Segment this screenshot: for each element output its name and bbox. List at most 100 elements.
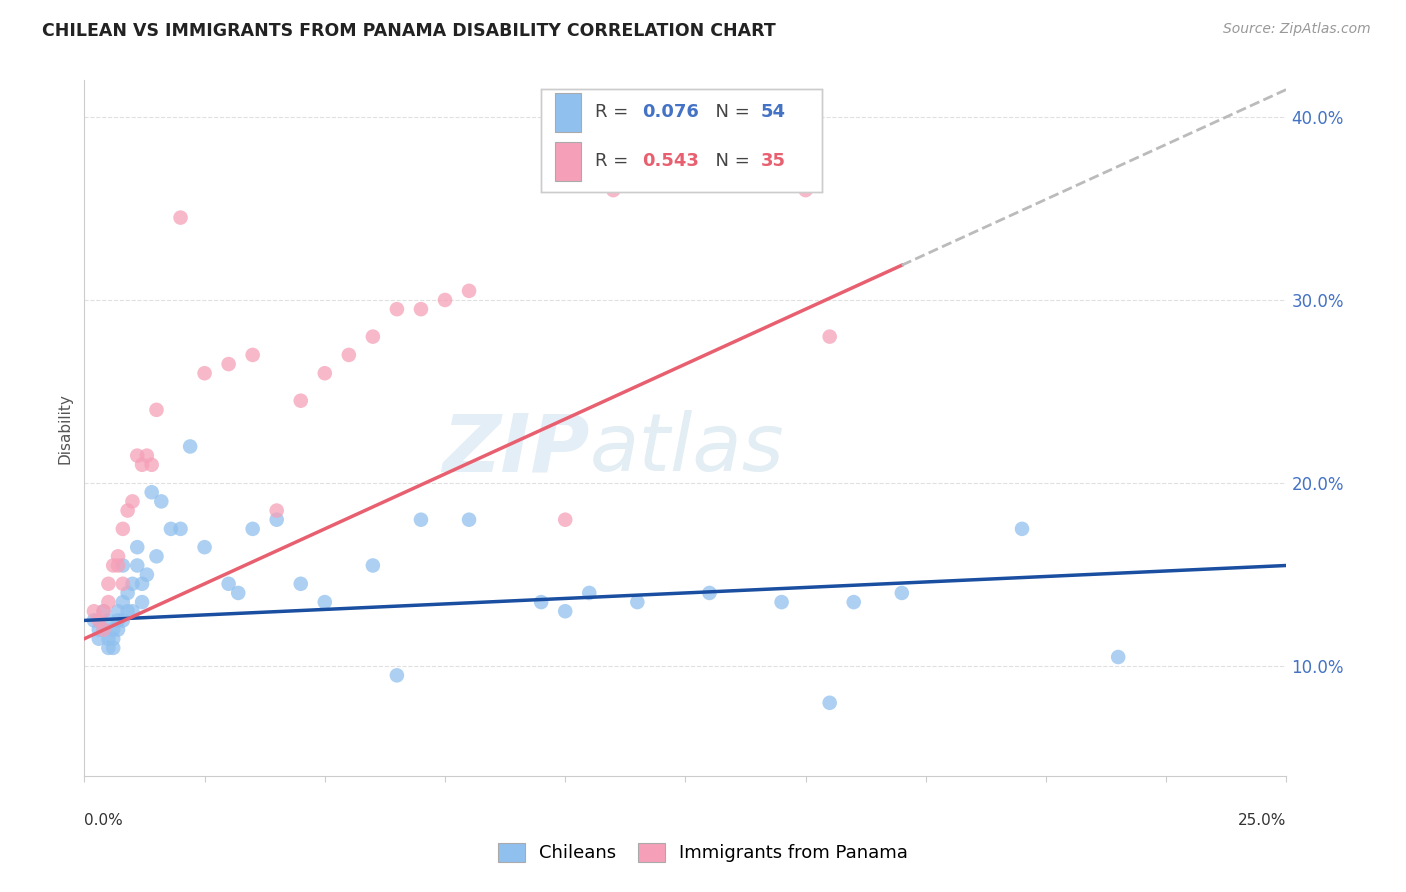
Point	[150, 494, 173, 508]
Text: R =: R =	[595, 103, 634, 121]
Point	[434, 293, 457, 307]
Point	[890, 586, 912, 600]
Point	[818, 329, 841, 343]
Point	[141, 458, 163, 472]
Point	[111, 614, 134, 628]
Point	[131, 595, 153, 609]
FancyBboxPatch shape	[555, 93, 581, 132]
Point	[409, 302, 432, 317]
Point	[554, 513, 576, 527]
Text: 35: 35	[761, 152, 786, 169]
Point	[117, 586, 139, 600]
Point	[194, 540, 217, 554]
Text: CHILEAN VS IMMIGRANTS FROM PANAMA DISABILITY CORRELATION CHART: CHILEAN VS IMMIGRANTS FROM PANAMA DISABI…	[42, 22, 776, 40]
Point	[266, 503, 288, 517]
Text: R =: R =	[595, 152, 634, 169]
Point	[141, 485, 163, 500]
Point	[409, 513, 432, 527]
Point	[131, 458, 153, 472]
Point	[135, 449, 157, 463]
Point	[131, 576, 153, 591]
Point	[361, 558, 384, 573]
Point	[97, 576, 120, 591]
Point	[93, 604, 115, 618]
Y-axis label: Disability: Disability	[58, 392, 73, 464]
Point	[93, 623, 115, 637]
Point	[87, 614, 110, 628]
Point	[169, 211, 191, 225]
Point	[160, 522, 183, 536]
Point	[314, 595, 336, 609]
Point	[107, 604, 129, 618]
Text: 0.543: 0.543	[643, 152, 699, 169]
Text: 25.0%: 25.0%	[1239, 814, 1286, 828]
Point	[179, 440, 201, 454]
Point	[83, 604, 105, 618]
Point	[385, 302, 408, 317]
Point	[121, 576, 143, 591]
Point	[97, 640, 120, 655]
Point	[103, 632, 125, 646]
Point	[103, 640, 125, 655]
Point	[93, 623, 115, 637]
Point	[226, 586, 249, 600]
Point	[135, 567, 157, 582]
Point	[121, 494, 143, 508]
Point	[107, 614, 129, 628]
Point	[842, 595, 865, 609]
Point	[290, 393, 312, 408]
Point	[87, 623, 110, 637]
Point	[103, 623, 125, 637]
Text: Source: ZipAtlas.com: Source: ZipAtlas.com	[1223, 22, 1371, 37]
Text: 0.0%: 0.0%	[84, 814, 124, 828]
Point	[111, 595, 134, 609]
Point	[626, 595, 648, 609]
Point	[699, 586, 721, 600]
Point	[218, 357, 240, 371]
Point	[107, 558, 129, 573]
Point	[794, 183, 817, 197]
Point	[218, 576, 240, 591]
Point	[385, 668, 408, 682]
Point	[87, 632, 110, 646]
Point	[97, 614, 120, 628]
Point	[169, 522, 191, 536]
Point	[117, 503, 139, 517]
Point	[1107, 650, 1129, 665]
Text: ZIP: ZIP	[441, 410, 589, 488]
Point	[458, 284, 481, 298]
Point	[194, 366, 217, 380]
Point	[111, 522, 134, 536]
Point	[97, 595, 120, 609]
Point	[1011, 522, 1033, 536]
Point	[242, 348, 264, 362]
Point	[103, 558, 125, 573]
FancyBboxPatch shape	[555, 143, 581, 181]
Point	[127, 449, 149, 463]
Text: N =: N =	[704, 103, 756, 121]
Point	[314, 366, 336, 380]
Point	[97, 632, 120, 646]
Point	[337, 348, 360, 362]
Point	[107, 549, 129, 564]
Point	[121, 604, 143, 618]
Point	[107, 623, 129, 637]
Point	[602, 183, 624, 197]
Point	[93, 604, 115, 618]
Point	[242, 522, 264, 536]
Point	[361, 329, 384, 343]
Point	[818, 696, 841, 710]
Point	[266, 513, 288, 527]
Text: N =: N =	[704, 152, 756, 169]
Text: atlas: atlas	[589, 410, 785, 488]
Point	[145, 402, 167, 417]
Point	[127, 540, 149, 554]
Point	[127, 558, 149, 573]
Text: 54: 54	[761, 103, 786, 121]
Point	[111, 576, 134, 591]
Point	[530, 595, 553, 609]
Point	[290, 576, 312, 591]
Text: 0.076: 0.076	[643, 103, 699, 121]
Point	[145, 549, 167, 564]
Legend: Chileans, Immigrants from Panama: Chileans, Immigrants from Panama	[491, 836, 915, 870]
